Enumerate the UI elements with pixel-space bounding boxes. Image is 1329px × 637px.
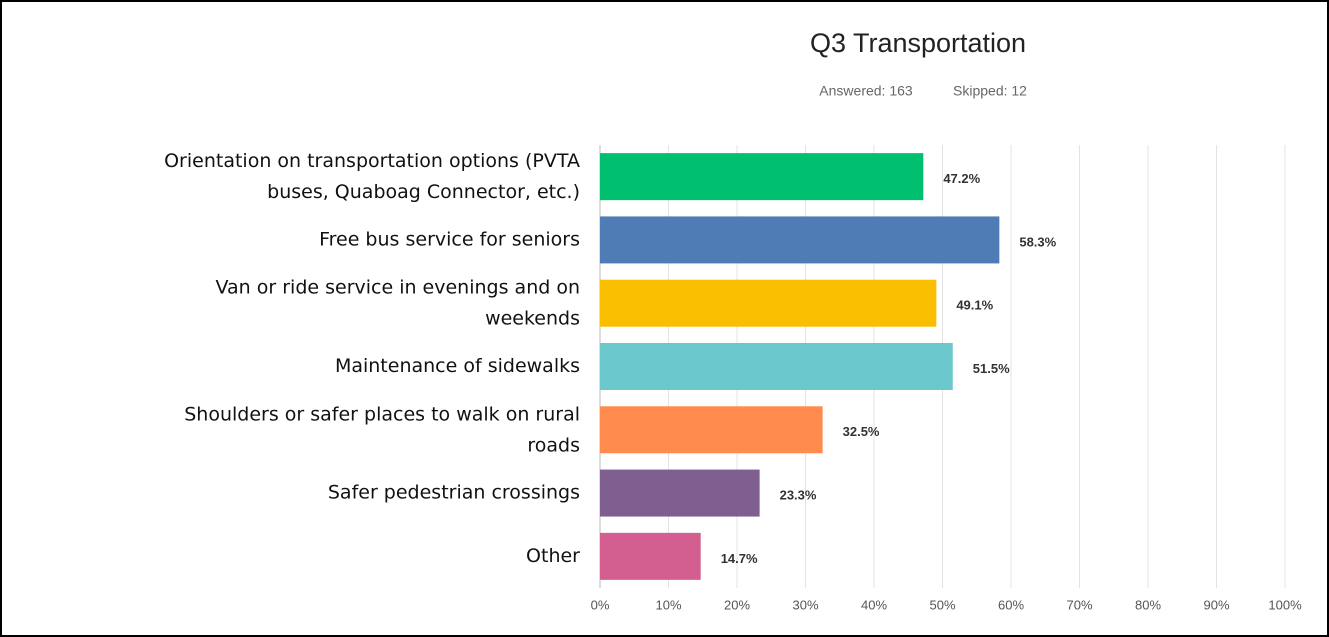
answered-count: Answered: 163 bbox=[819, 83, 913, 99]
x-tick-label: 60% bbox=[998, 597, 1024, 612]
bar bbox=[600, 532, 701, 580]
x-tick-label: 70% bbox=[1066, 597, 1092, 612]
category-label: Free bus service for seniors bbox=[319, 228, 580, 250]
x-tick-label: 90% bbox=[1203, 597, 1229, 612]
bar bbox=[600, 216, 1000, 264]
bar bbox=[600, 406, 823, 454]
bar bbox=[600, 279, 937, 327]
bar bbox=[600, 153, 924, 201]
x-tick-label: 40% bbox=[861, 597, 887, 612]
chart-title: Q3 Transportation bbox=[810, 28, 1026, 58]
skipped-count: Skipped: 12 bbox=[953, 83, 1027, 99]
x-tick-label: 0% bbox=[591, 597, 610, 612]
bar bbox=[600, 343, 953, 390]
category-label: Other bbox=[526, 545, 580, 567]
x-tick-label: 100% bbox=[1268, 597, 1302, 612]
category-label: Maintenance of sidewalks bbox=[335, 355, 580, 377]
bar bbox=[600, 469, 760, 517]
category-label: Orientation on transportation options (P… bbox=[164, 150, 580, 203]
value-label: 14.7% bbox=[721, 551, 758, 566]
x-tick-label: 10% bbox=[655, 597, 681, 612]
value-label: 49.1% bbox=[956, 298, 993, 313]
value-label: 51.5% bbox=[973, 361, 1010, 376]
x-tick-label: 80% bbox=[1135, 597, 1161, 612]
x-tick-label: 50% bbox=[929, 597, 955, 612]
category-label: Van or ride service in evenings and on we… bbox=[216, 276, 581, 329]
x-tick-label: 30% bbox=[792, 597, 818, 612]
category-label: Shoulders or safer places to walk on rur… bbox=[184, 403, 580, 456]
value-label: 32.5% bbox=[843, 424, 880, 439]
value-label: 58.3% bbox=[1019, 234, 1056, 249]
category-label: Safer pedestrian crossings bbox=[328, 482, 580, 504]
value-label: 23.3% bbox=[780, 488, 817, 503]
x-tick-label: 20% bbox=[724, 597, 750, 612]
value-label: 47.2% bbox=[943, 171, 980, 186]
